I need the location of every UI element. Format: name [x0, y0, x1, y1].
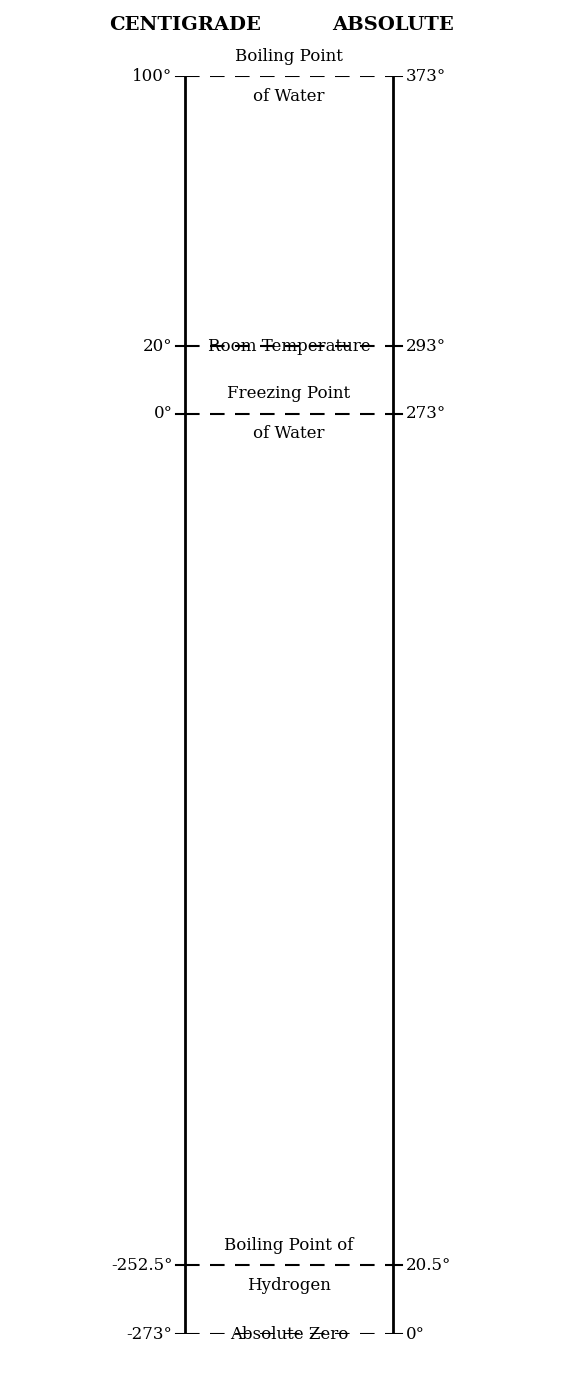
Text: 293°: 293°	[406, 338, 446, 354]
Text: 373°: 373°	[406, 68, 446, 85]
Text: 20°: 20°	[143, 338, 172, 354]
Text: Absolute Zero: Absolute Zero	[230, 1326, 348, 1343]
Text: 0°: 0°	[154, 406, 172, 423]
Text: 0°: 0°	[406, 1326, 424, 1343]
Text: 20.5°: 20.5°	[406, 1257, 451, 1273]
Text: Room Temperature: Room Temperature	[208, 338, 370, 354]
Text: CENTIGRADE: CENTIGRADE	[109, 17, 261, 35]
Text: Freezing Point: Freezing Point	[227, 385, 351, 402]
Text: of Water: of Water	[253, 425, 325, 442]
Text: 273°: 273°	[406, 406, 446, 423]
Text: -273°: -273°	[127, 1326, 172, 1343]
Text: 100°: 100°	[132, 68, 172, 85]
Text: Hydrogen: Hydrogen	[247, 1276, 331, 1294]
Text: ABSOLUTE: ABSOLUTE	[332, 17, 454, 35]
Text: Boiling Point: Boiling Point	[235, 49, 343, 65]
Text: of Water: of Water	[253, 88, 325, 104]
Text: -252.5°: -252.5°	[111, 1257, 172, 1273]
Text: Boiling Point of: Boiling Point of	[224, 1237, 354, 1254]
